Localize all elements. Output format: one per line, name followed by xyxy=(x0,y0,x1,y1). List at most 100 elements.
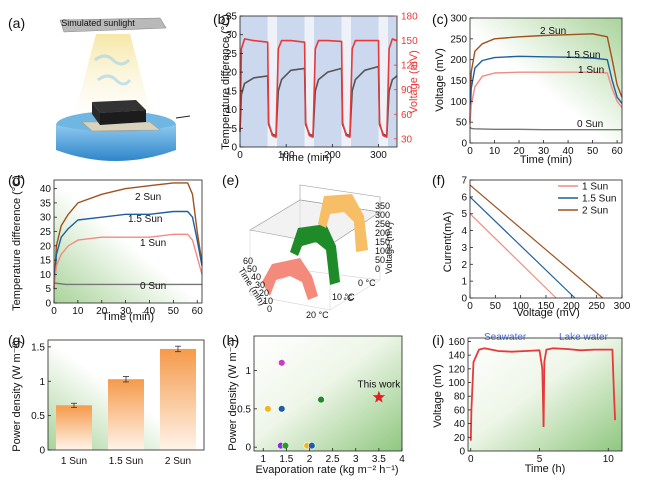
series-label: 2 Sun xyxy=(540,26,566,37)
panel-label-c: (c) xyxy=(432,11,448,27)
y-tick-label: 20 xyxy=(226,68,238,79)
scatter-point xyxy=(278,405,286,413)
series-line xyxy=(53,182,203,289)
y-tick-label: 5 xyxy=(231,124,237,135)
legend-label: 1.5 Sun xyxy=(582,194,616,205)
series-line xyxy=(53,210,203,289)
y-tick-label: 30 xyxy=(40,213,52,224)
plot-bg-d xyxy=(54,180,202,303)
y-tick-label: 0 xyxy=(459,447,465,458)
e-tick: 50 xyxy=(247,264,257,274)
series-label: 1 Sun xyxy=(140,238,166,249)
panel-label-b: (b) xyxy=(213,11,230,27)
y-tick-label: 140 xyxy=(448,351,465,362)
y-tick-label: 150 xyxy=(450,76,467,87)
scatter-point xyxy=(281,441,290,450)
x-tick-label: 4 xyxy=(399,454,405,465)
y-tick-label: 300 xyxy=(450,14,467,25)
e-tick: 60 xyxy=(243,256,253,266)
y-tick-label: 0 xyxy=(45,299,51,310)
e-tick: 0 xyxy=(267,304,272,314)
y-tick-label: 160 xyxy=(448,337,465,348)
y-tick-label: 5 xyxy=(45,284,51,295)
x-tick-label: 0 xyxy=(467,146,473,157)
e-tick: 10 °C xyxy=(332,292,355,302)
y2-tick-label: 120 xyxy=(401,61,418,72)
y-tick-label: 1.5 xyxy=(31,342,45,353)
y-tick-label: 5 xyxy=(461,209,467,220)
highlight-star xyxy=(372,390,386,403)
series-line-voltage xyxy=(239,38,398,138)
bar xyxy=(160,348,196,450)
y-tick-label: 60 xyxy=(454,405,466,416)
scatter-point xyxy=(317,395,325,404)
scatter-point xyxy=(264,405,272,413)
xlabel-d: Time (min) xyxy=(102,311,154,323)
vapor-swirl xyxy=(94,54,131,66)
series-line xyxy=(469,184,604,299)
x-tick-label: 20 xyxy=(96,306,108,317)
plot-frame xyxy=(253,335,403,452)
plot-frame xyxy=(53,179,203,304)
y-tick-label: 0.5 xyxy=(237,404,251,415)
panel-label-i: (i) xyxy=(432,332,444,348)
y-tick-label: 30 xyxy=(226,30,238,41)
x-tick-label: 100 xyxy=(512,301,529,312)
panel-label-f: (f) xyxy=(432,172,445,188)
series-line xyxy=(53,282,202,286)
x-tick-label: 300 xyxy=(614,301,631,312)
y-tick-label: 200 xyxy=(450,55,467,66)
y-tick-label: 35 xyxy=(40,198,52,209)
x-tick-label: 3.5 xyxy=(372,454,386,465)
y-tick-label: 100 xyxy=(448,378,465,389)
category-label: 2 Sun xyxy=(165,456,191,467)
e-tick: 30 xyxy=(255,280,265,290)
y-tick-label: 4 xyxy=(461,226,467,237)
e-tick: 0 °C xyxy=(358,278,376,288)
y-tick-label: 40 xyxy=(454,419,466,430)
x-tick-label: 40 xyxy=(144,306,156,317)
ylabel-c: Voltage (mV) xyxy=(434,48,446,112)
y2-tick-label: 30 xyxy=(401,134,413,145)
series-line xyxy=(469,196,576,299)
plot-frame xyxy=(47,339,205,451)
series-label: 0 Sun xyxy=(140,281,166,292)
bar xyxy=(56,405,92,450)
x-tick-label: 100 xyxy=(278,150,295,161)
y-tick-label: 20 xyxy=(454,433,466,444)
y-tick-label: 120 xyxy=(448,364,465,375)
dark-band xyxy=(304,16,314,147)
panel-g: (g) 1 Sun 1.5 Sun 2 Sun 0 0.5 1 1.5 Power dens… xyxy=(8,332,205,467)
e-tick: 250 xyxy=(375,219,390,229)
e-tick: 10 xyxy=(263,296,273,306)
panel-d: (d) 2 Sun 1.5 Sun 1 Sun 0 Sun 0 10 20 30 40 50 60 0… xyxy=(8,172,203,323)
e-tick: 20 °C xyxy=(306,310,329,320)
annotation-lake-water: Lake water xyxy=(559,332,609,343)
ylabel-d: Temperature difference (°C) xyxy=(11,175,23,311)
x-tick-label: 50 xyxy=(587,146,599,157)
dark-band xyxy=(267,16,277,147)
category-label: 1 Sun xyxy=(61,456,87,467)
xlabel-b: Time (min) xyxy=(280,152,332,164)
e-tick: 0 xyxy=(375,264,380,274)
e-axis-voltage: Voltage (mV) xyxy=(384,222,394,274)
wire xyxy=(175,115,191,119)
series-line xyxy=(469,126,622,131)
y-tick-label: 25 xyxy=(40,227,52,238)
panel-b: (b) 0 100 200 300 0 5 10 15 20 25 30 35 30 60 90 120 150… xyxy=(213,11,420,164)
panel-a: (a) Simulated sunlight xyxy=(8,15,191,161)
panel-label-e: (e) xyxy=(222,172,239,188)
y2-tick-label: 180 xyxy=(401,12,418,23)
y-tick-label: 3 xyxy=(461,243,467,254)
y2-tick-label: 150 xyxy=(401,36,418,47)
x-tick-label: 60 xyxy=(192,306,204,317)
ribbon-20C xyxy=(262,258,318,300)
e-tick: 100 xyxy=(375,246,390,256)
ribbon-10C xyxy=(290,224,340,285)
plot-b: 0 100 200 300 0 5 10 15 20 25 30 35 30 60 90 120 150 180 xyxy=(226,12,418,162)
y-tick-label: 1 xyxy=(461,277,467,288)
e-tick-labels: 350 300 250 200 150 100 50 0 60 50 40 30… xyxy=(243,201,390,320)
x-tick-label: 60 xyxy=(612,146,624,157)
